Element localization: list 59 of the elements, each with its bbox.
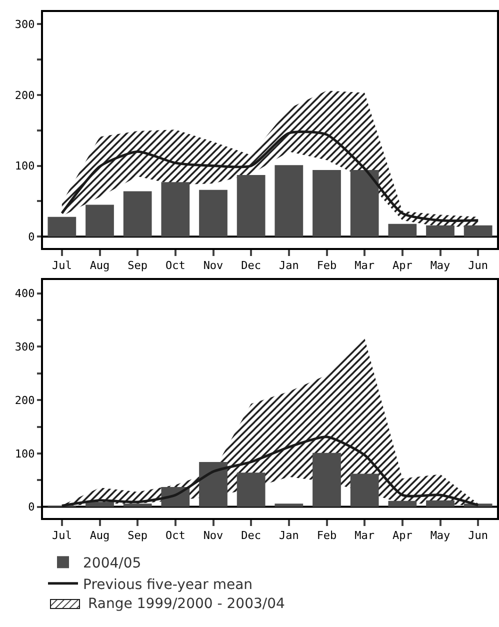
x-tick-label: Jun	[468, 259, 488, 272]
x-tick-label: Sep	[128, 259, 148, 272]
y-tick-label: 100	[14, 160, 35, 173]
bar	[426, 225, 454, 237]
x-tick-label: Feb	[316, 529, 337, 542]
bar	[199, 462, 228, 507]
bar	[350, 474, 379, 507]
y-tick-label: 0	[28, 500, 35, 514]
bar	[236, 472, 266, 507]
x-tick-label: Feb	[316, 259, 337, 272]
y-tick-label: 400	[14, 287, 35, 300]
x-tick-label: Jan	[278, 259, 299, 272]
bar	[161, 182, 190, 237]
text: Range 1999/2000 - 2003/04	[88, 596, 285, 612]
x-tick-label: Mar	[354, 259, 375, 272]
x-tick-label: Jul	[52, 259, 72, 272]
x-tick-label: Dec	[241, 259, 262, 272]
x-tick-label: Nov	[203, 259, 224, 272]
bar	[48, 216, 76, 237]
y-tick-label: 200	[14, 394, 35, 407]
x-tick-label: Jul	[52, 529, 72, 542]
bar	[274, 165, 304, 237]
y-tick-label: 100	[14, 447, 35, 460]
bar	[388, 224, 417, 237]
x-tick-label: May	[430, 529, 451, 542]
line-series	[60, 130, 480, 222]
bar	[464, 225, 492, 237]
x-tick-label: Jan	[278, 529, 299, 542]
x-tick-label: Mar	[354, 529, 375, 542]
x-tick-label: Dec	[241, 529, 262, 542]
bar	[123, 504, 152, 507]
bar	[312, 452, 341, 507]
x-tick-label: Oct	[165, 259, 186, 272]
legend-label: 2004/05	[83, 556, 142, 572]
x-tick-label: Nov	[203, 529, 224, 542]
x-tick-label: Oct	[165, 529, 186, 542]
y-tick-label: 200	[14, 88, 35, 102]
y-tick-label: 0	[28, 230, 35, 244]
x-tick-label: Aug	[90, 529, 110, 542]
x-tick-label: May	[430, 259, 451, 272]
bar	[199, 190, 228, 237]
x-tick-label: Jun	[468, 529, 488, 542]
x-tick-label: Apr	[392, 529, 413, 542]
line-series	[60, 436, 480, 507]
x-tick-label: Aug	[90, 259, 110, 272]
bar	[86, 502, 114, 507]
x-tick-label: Apr	[392, 259, 413, 272]
bar	[426, 500, 454, 507]
y-tick-label: 300	[14, 18, 35, 31]
y-tick-label: 300	[14, 340, 35, 354]
bar	[123, 191, 152, 237]
bar	[274, 504, 304, 507]
bar	[236, 175, 266, 237]
bar	[312, 170, 341, 237]
bar	[86, 204, 114, 237]
bar	[350, 170, 379, 237]
bar	[388, 500, 417, 507]
x-tick-label: Sep	[128, 529, 148, 542]
legend-label: Previous five-year mean	[83, 576, 253, 593]
